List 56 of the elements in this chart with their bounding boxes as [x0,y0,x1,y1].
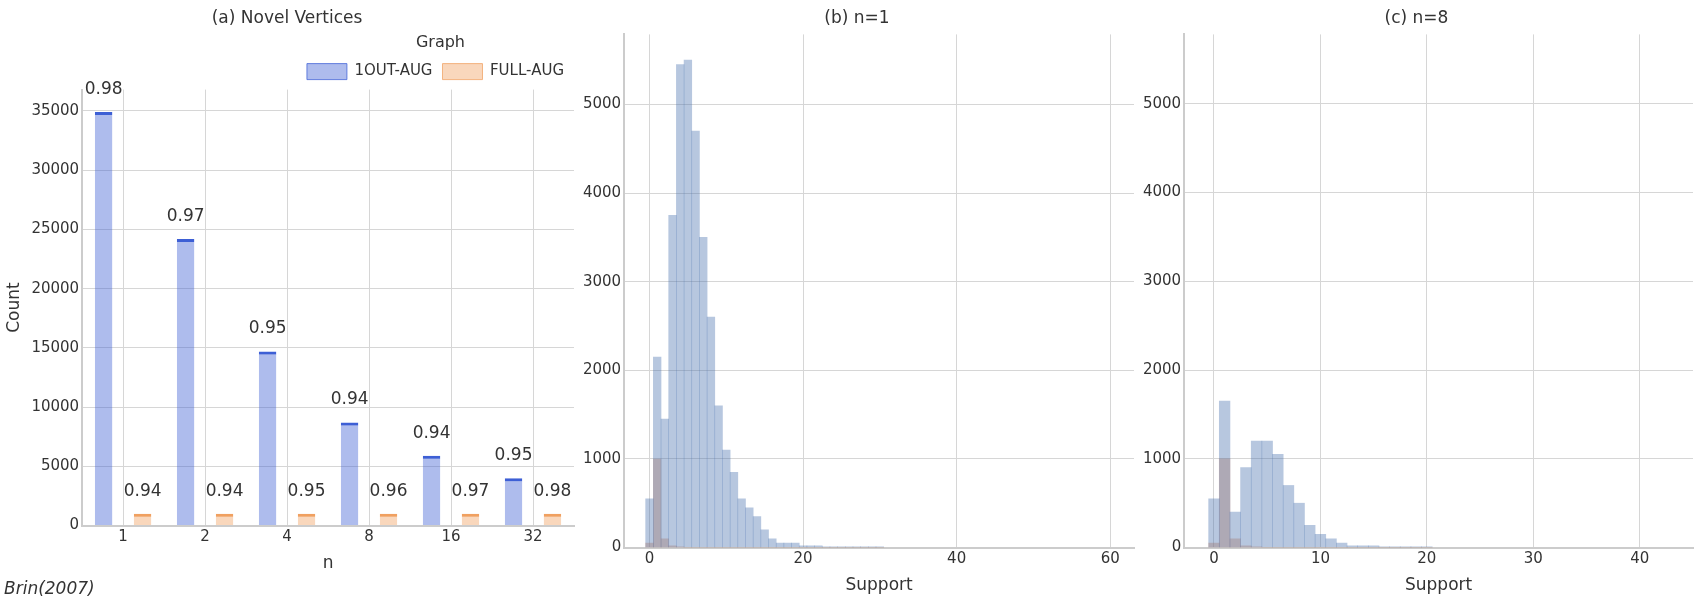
x-axis-title: Support [845,574,914,595]
text: Brin(2007) [3,578,96,598]
annotation: 0.97 [166,204,205,225]
x-tick-label: 16 [441,527,461,546]
y-tick-label: 2000 [1142,359,1182,378]
y-tick-label: 2000 [582,360,622,379]
y-tick-label: 1000 [1142,448,1182,467]
chart-title: (a) Novel Vertices [211,6,363,27]
x-tick-label: 60 [1100,549,1120,568]
x-tick-label: 8 [364,527,374,546]
y-tick-label: 5000 [40,456,80,475]
annotation: 0.95 [287,479,326,500]
y-tick-label: 3000 [1142,271,1182,290]
y-axis-title: Count [2,282,23,333]
legend-title: Graph [415,31,466,51]
y-tick-label: 0 [69,515,80,534]
x-tick-label: 0 [644,549,655,568]
y-tick-label: 3000 [582,271,622,290]
annotation: 0.94 [205,479,244,500]
y-tick-label: 4000 [1142,182,1182,201]
annotation: 0.97 [451,479,490,500]
annotation: 0.98 [533,479,572,500]
chart-title: (b) n=1 [824,6,890,27]
annotation: 0.95 [494,444,533,465]
x-tick-label: 32 [523,527,543,546]
legend-label: FULL-AUG [490,61,565,80]
x-tick-label: 0 [1209,549,1219,568]
annotation: 0.98 [84,78,123,99]
chart-title: (c) n=8 [1384,6,1449,27]
x-tick-label: 20 [793,549,813,568]
y-tick-label: 30000 [31,160,80,179]
y-tick-label: 15000 [31,337,80,356]
x-tick-label: 10 [1310,549,1330,568]
x-tick-label: 20 [1417,549,1437,568]
x-axis-title: n [322,552,334,573]
y-tick-label: 20000 [31,278,80,297]
y-tick-label: 5000 [1142,93,1182,112]
y-tick-label: 10000 [31,397,80,416]
x-tick-label: 30 [1523,549,1543,568]
annotation: 0.94 [123,479,162,500]
annotation: 0.94 [330,388,369,409]
annotation: 0.95 [248,317,287,338]
legend-label: 1OUT-AUG [354,61,433,80]
annotation: 0.96 [369,479,408,500]
y-tick-label: 5000 [582,94,622,113]
x-axis-title: Support [1404,574,1473,595]
y-tick-label: 1000 [582,448,622,467]
annotation: 0.94 [412,421,451,442]
y-tick-label: 35000 [31,100,80,119]
y-tick-label: 25000 [31,219,80,238]
x-tick-label: 1 [118,527,128,546]
y-tick-label: 4000 [582,182,622,201]
x-tick-label: 2 [200,527,210,546]
x-tick-label: 4 [282,527,292,546]
x-tick-label: 40 [1630,549,1650,568]
x-tick-label: 40 [947,549,967,568]
